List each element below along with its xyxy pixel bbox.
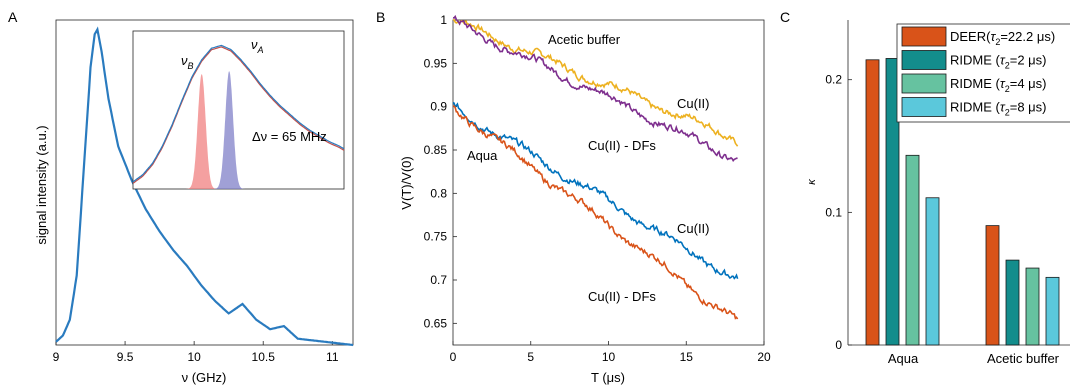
panel-b-x-tick-label: 5 <box>527 350 534 364</box>
category-label-acetic-buffer: Acetic buffer <box>987 351 1060 366</box>
trace-acetic-cu-dfs <box>452 14 738 162</box>
panel-label-a: A <box>8 9 18 25</box>
trace-aqua-cu <box>452 101 739 280</box>
legend-entry: DEER(τ2=22.2 μs) <box>950 29 1055 47</box>
panel-b-x-tick-label: 15 <box>680 350 694 364</box>
legend-swatch <box>901 26 947 47</box>
panel-a-series-line <box>55 26 354 347</box>
annotation-cu-bot: Cu(II) <box>677 221 710 236</box>
inset-pulse-b <box>186 74 218 189</box>
legend-swatch <box>901 97 947 117</box>
panel-c-y-tick-label: 0.2 <box>825 73 842 87</box>
inset-spectrum-blue <box>132 44 345 183</box>
panel-b-x-tick-label: 20 <box>757 350 771 364</box>
inset-label-nu-b: νB <box>181 53 194 71</box>
panel-a-frame <box>55 19 354 346</box>
panel-b-series <box>452 14 739 320</box>
panel-b-y-tick-label: 0.75 <box>424 230 448 244</box>
inset-pulse-a <box>213 71 245 189</box>
legend-entry: RIDME (τ2=4 μs) <box>950 76 1047 94</box>
panel-b-y-tick-label: 0.65 <box>424 316 448 330</box>
category-label-aqua: Aqua <box>888 351 919 366</box>
panel-c-ylabel: κ <box>806 179 818 185</box>
panel-b-y-tick-label: 0.9 <box>430 100 447 114</box>
legend-entry: RIDME (τ2=2 μs) <box>950 53 1047 71</box>
panel-a-x-tick-label: 10 <box>187 350 201 364</box>
bar-1-2 <box>1025 267 1040 346</box>
bar-1-3 <box>1045 276 1060 346</box>
annotation-acetic-buffer: Acetic buffer <box>548 32 621 47</box>
panel-a-xlabel: ν (GHz) <box>182 370 227 385</box>
legend-swatch <box>901 50 947 70</box>
panel-a-ylabel: signal intensity (a.u.) <box>34 125 49 244</box>
panel-b-xlabel: T (μs) <box>591 370 625 385</box>
panel-b-y-tick-label: 0.7 <box>430 273 447 287</box>
bar-0-0 <box>865 59 880 346</box>
panel-b-x-tick-label: 0 <box>450 350 457 364</box>
panel-a-x-tick-label: 11 <box>326 350 339 364</box>
panel-c-legend: DEER(τ2=22.2 μs) RIDME (τ2=2 μs) RIDME (τ2… <box>896 23 1070 123</box>
bar-0-1 <box>885 58 900 346</box>
bar-0-2 <box>905 154 920 346</box>
panel-c-y-tick-label: 0.1 <box>825 205 842 219</box>
panel-b-y-tick-label: 1 <box>440 13 447 27</box>
panel-b-y-tick-label: 0.8 <box>430 186 447 200</box>
legend-entry: RIDME (τ2=8 μs) <box>950 100 1047 118</box>
inset-pulses <box>186 71 245 189</box>
annotation-cudf-top: Cu(II) - DFs <box>588 138 656 153</box>
inset-label-nu-a: νA <box>251 37 264 55</box>
panel-b-y-tick-label: 0.95 <box>424 56 448 70</box>
panel-a-x-tick-label: 10.5 <box>252 350 276 364</box>
panel-b-time-traces: 0 5 10 15 20 0.65 0.7 0.75 0.8 0.85 0.9 0.95 1 Aceti… <box>399 13 771 385</box>
panel-a-x-tick-label: 9.5 <box>117 350 134 364</box>
annotation-cu-top: Cu(II) <box>677 96 710 111</box>
panel-c-ticks: 0 0.1 0.2 <box>825 73 852 352</box>
bar-1-1 <box>1005 259 1020 346</box>
inset-spectrum-red <box>132 46 345 184</box>
panel-a-spectrum: 9 9.5 10 10.5 11 ν (GHz) signal intensity (a… <box>34 19 354 385</box>
annotation-aqua: Aqua <box>467 148 498 163</box>
panel-b-y-tick-label: 0.85 <box>424 143 448 157</box>
panel-c-bars <box>865 58 1060 346</box>
trace-aqua-cu-dfs <box>452 105 739 320</box>
panel-c-y-tick-label: 0 <box>835 338 842 352</box>
inset-delta-nu: Δν = 65 MHz <box>252 129 327 144</box>
panel-label-b: B <box>376 9 385 25</box>
inset-frame <box>132 30 345 190</box>
panel-b-x-tick-label: 10 <box>602 350 616 364</box>
panel-a-x-tick-label: 9 <box>53 350 60 364</box>
panel-a-x-ticks: 9 9.5 10 10.5 11 <box>53 341 339 364</box>
panel-b-ticks: 0 5 10 15 20 0.65 0.7 0.75 0.8 0.85 0.9 0.95 1 <box>424 13 771 364</box>
panel-c-bar-chart: 0 0.1 0.2 Aqua Acetic buffer κ DEER(τ2=22.… <box>806 20 1070 366</box>
trace-acetic-cu <box>452 19 739 147</box>
panel-label-c: C <box>780 9 790 25</box>
legend-swatch <box>901 73 947 94</box>
bar-0-3 <box>925 197 940 346</box>
panel-b-ylabel: V(T)/V(0) <box>399 156 414 209</box>
panel-a-inset: νB νA Δν = 65 MHz <box>132 30 345 190</box>
annotation-cudf-bot: Cu(II) - DFs <box>588 289 656 304</box>
bar-1-0 <box>985 225 1000 346</box>
